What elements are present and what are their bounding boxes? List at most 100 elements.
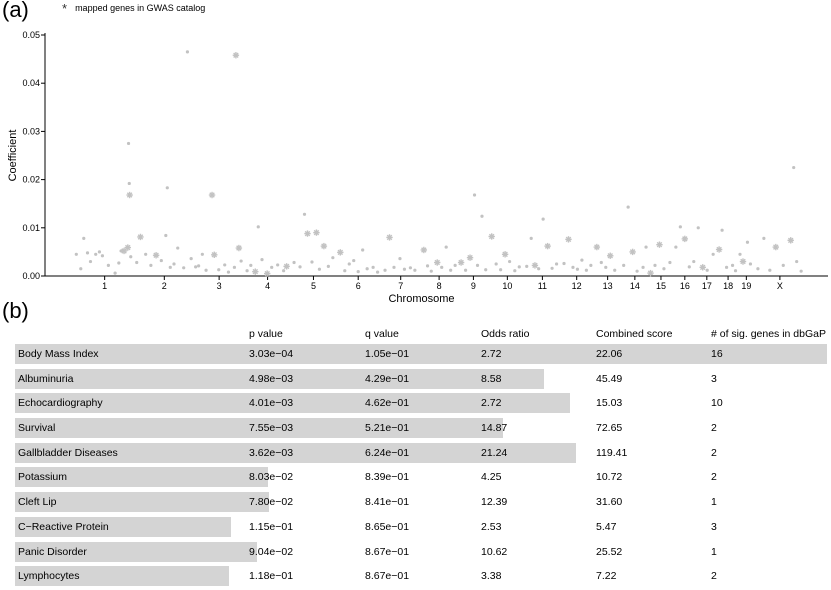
chromosome-tick-label: 18: [723, 281, 733, 291]
header-sig-genes: # of sig. genes in dbGaP: [711, 328, 826, 340]
gene-point: [792, 165, 796, 170]
score-bar: [15, 516, 231, 537]
odds-ratio-cell: 10.62: [481, 545, 508, 558]
combined-score-cell: 119.41: [596, 446, 628, 459]
gene-point: [85, 251, 90, 255]
gene-point: [724, 265, 729, 269]
p-value-cell: 7.55e−03: [249, 422, 294, 435]
panel-b-label: (b): [2, 298, 29, 323]
gene-point: [641, 265, 645, 269]
chromosome-tick-label: 19: [741, 281, 751, 291]
q-value-cell: 5.21e−01: [365, 422, 410, 435]
gene-point: [730, 263, 735, 267]
gene-point: [127, 181, 131, 186]
gene-point: [733, 269, 738, 273]
gwas-mapped-point: [252, 268, 259, 275]
chromosome-tick-label: 4: [265, 281, 270, 291]
gene-point: [129, 255, 133, 259]
gene-point: [571, 265, 575, 269]
gwas-mapped-point: [466, 254, 474, 261]
panel-a-label: (a): [2, 0, 29, 22]
chromosome-tick-label: 12: [572, 281, 582, 291]
q-value-cell: 6.24e−01: [365, 446, 410, 459]
score-bar: [15, 541, 257, 562]
score-bar: [15, 418, 503, 439]
gene-point: [413, 268, 417, 272]
gene-point: [529, 236, 533, 241]
gwas-mapped-point: [313, 229, 320, 236]
gene-point: [204, 268, 208, 272]
chromosome-tick-label: 17: [702, 281, 712, 291]
gwas-mapped-point: [386, 234, 393, 241]
gwas-mapped-point: [501, 251, 509, 258]
legend-star-icon: *: [62, 0, 68, 16]
gene-point: [550, 266, 554, 270]
gwas-mapped-point: [772, 243, 779, 251]
x-axis-title: Chromosome: [388, 293, 454, 305]
term-cell: Albuminuria: [18, 372, 74, 385]
gwas-mapped-point: [629, 248, 636, 256]
gene-point: [365, 267, 369, 271]
chromosome-tick-label: 3: [217, 281, 222, 291]
gene-point: [580, 258, 584, 262]
sig-genes-cell: 1: [711, 545, 717, 558]
chromosome-tick-label: 8: [437, 281, 442, 291]
q-value-cell: 4.29e−01: [365, 372, 410, 385]
gwas-mapped-point: [235, 244, 243, 252]
gene-point: [298, 265, 302, 269]
gene-point: [678, 225, 682, 229]
odds-ratio-cell: 2.72: [481, 397, 502, 410]
gwas-mapped-point: [647, 269, 654, 277]
gene-point: [126, 141, 131, 146]
gwas-mapped-point: [124, 244, 131, 251]
header-odds-ratio: Odds ratio: [481, 328, 530, 340]
gene-point: [144, 252, 148, 256]
gene-point: [168, 265, 172, 269]
odds-ratio-cell: 14.87: [481, 422, 508, 435]
p-value-cell: 4.01e−03: [249, 397, 294, 410]
header-combined-score: Combined score: [596, 328, 673, 340]
table-header: p value q value Odds ratio Combined scor…: [15, 326, 827, 342]
combined-score-cell: 7.22: [596, 570, 617, 583]
y-tick-label: 0.00: [22, 271, 40, 281]
gene-point: [223, 263, 227, 267]
chromosome-tick-label: X: [777, 281, 783, 291]
gene-point: [472, 193, 477, 197]
sig-genes-cell: 16: [711, 348, 723, 360]
combined-score-cell: 45.49: [596, 372, 623, 385]
gene-point: [537, 267, 541, 271]
gene-point: [475, 263, 480, 267]
chromosome-tick-label: 16: [680, 281, 690, 291]
q-value-cell: 8.65e−01: [365, 520, 410, 533]
gene-point: [554, 262, 559, 266]
gene-point: [781, 263, 785, 267]
legend: * mapped genes in GWAS catalog: [62, 0, 205, 16]
gwas-mapped-point: [152, 252, 160, 259]
gene-point: [626, 205, 630, 209]
term-cell: Echocardiography: [18, 397, 103, 410]
gene-point: [88, 259, 93, 264]
gene-point: [94, 252, 98, 256]
gene-point: [317, 267, 322, 271]
sig-genes-cell: 2: [711, 471, 717, 484]
q-value-cell: 4.62e−01: [365, 397, 410, 410]
gene-point: [408, 266, 412, 270]
p-value-cell: 3.03e−04: [249, 348, 294, 360]
gwas-mapped-point: [681, 235, 689, 243]
gene-point: [347, 262, 351, 266]
gene-point: [343, 269, 347, 273]
gene-point: [189, 257, 193, 261]
y-tick-label: 0.01: [22, 223, 40, 233]
chromosome-tick-label: 10: [502, 281, 512, 291]
term-cell: C−Reactive Protein: [18, 520, 109, 533]
chromosome-tick-label: 1: [102, 281, 107, 291]
sig-genes-cell: 3: [711, 372, 717, 385]
chromosome-tick-label: 9: [471, 281, 476, 291]
gene-point: [748, 262, 753, 266]
chromosome-tick-label: 11: [538, 281, 547, 291]
enrichment-table: p value q value Odds ratio Combined scor…: [15, 326, 827, 589]
gene-point: [738, 252, 742, 256]
gwas-mapped-point: [320, 242, 328, 250]
gene-point: [799, 269, 803, 273]
gene-point: [762, 236, 766, 241]
